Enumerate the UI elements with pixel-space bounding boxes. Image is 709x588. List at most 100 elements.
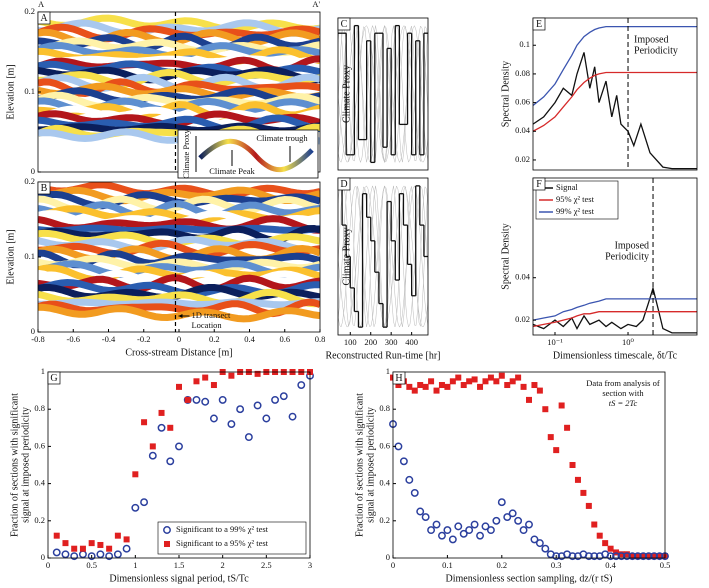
marker-circle	[148, 451, 157, 460]
marker-square	[210, 382, 217, 389]
y-tick-label: 0.02	[515, 154, 530, 164]
x-tick-label: 0.5	[86, 560, 97, 570]
marker-circle	[175, 442, 183, 451]
marker-square	[640, 553, 647, 560]
x-tick-label: 0	[177, 334, 181, 344]
inset-curve	[198, 138, 314, 173]
marker-circle	[96, 550, 105, 559]
stratum	[38, 55, 320, 66]
marker-circle	[271, 395, 280, 404]
x-tick-label: 0.5	[660, 560, 671, 570]
marker-circle	[622, 552, 631, 561]
marker-square	[580, 489, 587, 496]
marker-square	[438, 382, 445, 389]
panel-label-box	[47, 371, 61, 385]
marker-square	[564, 424, 571, 431]
marker-circle	[61, 550, 70, 559]
marker-circle	[399, 457, 408, 466]
marker-square	[114, 532, 121, 539]
y-axis-label: Elevation [m]	[5, 229, 16, 284]
background-cycle	[338, 25, 428, 163]
x-axis-label: Reconstructed Run-time [hr]	[326, 350, 441, 361]
marker-circle	[405, 475, 414, 484]
annotation: Imposed	[634, 34, 668, 45]
marker-square	[184, 396, 191, 403]
panel-label: B	[41, 183, 48, 194]
marker-square	[618, 551, 625, 558]
marker-square	[158, 409, 165, 416]
x-tick-label: -0.4	[102, 334, 116, 344]
marker-circle	[288, 412, 297, 421]
series-line	[533, 285, 697, 334]
arrow-head	[178, 314, 183, 318]
marker-square	[498, 372, 505, 379]
x-tick-label: 0.4	[244, 334, 255, 344]
marker-circle	[443, 526, 452, 535]
stratum	[38, 68, 320, 88]
marker-square	[53, 532, 60, 539]
plot-frame	[392, 371, 666, 559]
marker-circle	[297, 381, 306, 389]
marker-square	[585, 502, 592, 509]
marker-square	[602, 540, 609, 547]
background-cycles	[338, 24, 428, 164]
marker-circle	[525, 520, 533, 529]
series-group	[533, 25, 697, 170]
y-axis-label: Spectral Density	[500, 223, 511, 289]
panel-label: G	[50, 373, 57, 384]
annotation: Imposed	[615, 240, 649, 251]
marker-circle	[157, 423, 166, 432]
y-tick-label: 0.8	[379, 403, 390, 413]
marker-circle	[131, 503, 140, 512]
marker-circle	[410, 488, 419, 497]
stratigraphy	[38, 14, 320, 147]
marker-square	[193, 378, 200, 385]
legend-label: Signal	[556, 182, 578, 192]
marker-square	[411, 387, 418, 394]
plot-frame	[532, 17, 698, 171]
note: tS = 2Tc	[609, 398, 638, 408]
note: section with	[602, 388, 644, 398]
marker-square	[228, 372, 235, 379]
y-tick-label: 0.2	[379, 515, 390, 525]
marker-square	[536, 387, 543, 394]
marker-square	[542, 406, 549, 413]
y-tick-label: 0.02	[515, 314, 530, 324]
panel-label: D	[340, 179, 347, 190]
marker-circle	[568, 552, 577, 561]
marker-square	[471, 376, 478, 383]
marker-square	[455, 374, 462, 381]
legend-box	[157, 521, 307, 555]
marker-circle	[530, 535, 539, 544]
marker-square	[509, 378, 516, 385]
marker-circle	[481, 522, 490, 531]
marker-square	[88, 540, 95, 547]
y-tick-label: 0.1	[24, 86, 35, 96]
marker-square	[651, 553, 658, 560]
marker-circle	[612, 552, 620, 561]
marker-square	[623, 551, 630, 558]
series-line	[533, 311, 697, 328]
marker-circle	[416, 507, 425, 516]
marker-circle	[465, 526, 474, 535]
x-tick-label: 1	[133, 560, 137, 570]
marker-circle	[218, 395, 227, 404]
x-tick-label: 1.5	[174, 560, 185, 570]
marker-square	[449, 378, 456, 385]
marker-square	[164, 541, 170, 547]
marker-circle	[209, 414, 218, 423]
marker-circle	[514, 516, 523, 525]
marker-square	[493, 378, 500, 385]
y-tick-label: 1	[41, 366, 45, 376]
marker-square	[106, 545, 113, 552]
background-cycle	[338, 185, 428, 328]
panel-label: C	[341, 19, 348, 30]
stratum	[38, 235, 320, 254]
background-cycle	[338, 25, 428, 163]
marker-circle	[617, 552, 626, 561]
y-tick-label: 0.04	[515, 125, 531, 135]
y-tick-label: 0.2	[34, 515, 45, 525]
annotation: Periodicity	[634, 45, 678, 56]
